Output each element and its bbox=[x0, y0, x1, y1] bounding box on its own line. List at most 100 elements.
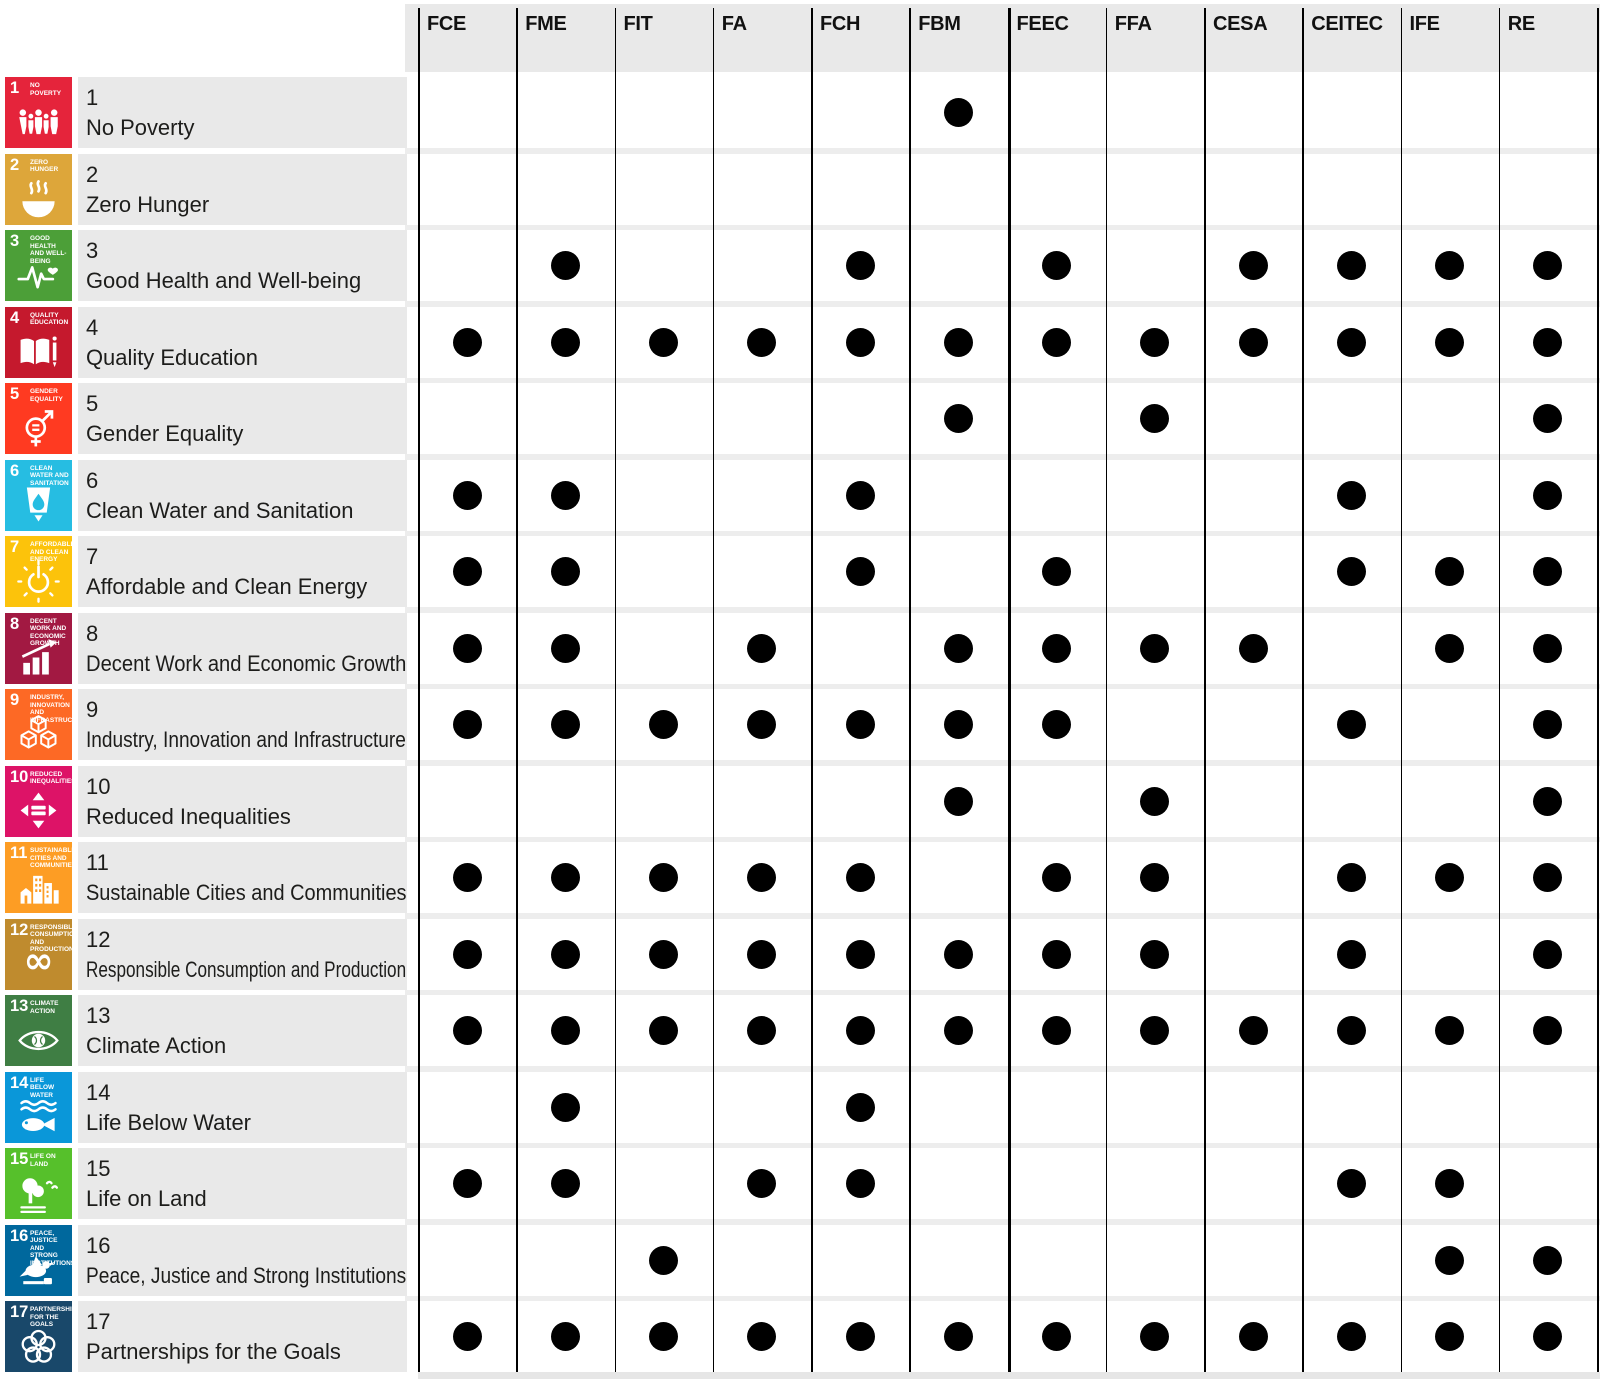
sdg-tile-5: 5 GENDER EQUALITY bbox=[5, 383, 72, 454]
dot-goal15-fch bbox=[845, 1169, 875, 1198]
sdg-tile-3: 3 GOOD HEALTH AND WELL-BEING bbox=[5, 230, 72, 301]
goal-number: 15 bbox=[86, 1156, 111, 1181]
goal-name: Industry, Innovation and Infrastructure bbox=[86, 727, 406, 752]
people-group-icon bbox=[5, 98, 72, 146]
dot-goal9-fit bbox=[649, 710, 679, 739]
gender-symbol-icon bbox=[5, 404, 72, 452]
column-divider bbox=[418, 8, 420, 1372]
goal-number: 10 bbox=[86, 773, 111, 799]
column-divider bbox=[1204, 8, 1206, 1372]
goal-number: 8 bbox=[86, 620, 99, 646]
dot-goal17-cesa bbox=[1238, 1322, 1268, 1351]
tile-number: 8 bbox=[10, 614, 20, 633]
dot-goal7-re bbox=[1533, 557, 1563, 586]
tile-number: 16 bbox=[10, 1226, 29, 1245]
dot-goal12-fa bbox=[747, 939, 777, 969]
row-separator bbox=[405, 913, 1600, 919]
tile-caption: REDUCED INEQUALITIES bbox=[30, 770, 76, 786]
column-header-fbm: FBM bbox=[918, 13, 961, 35]
dot-goal17-ife bbox=[1435, 1322, 1465, 1351]
dot-goal4-fce bbox=[452, 327, 482, 357]
goal-number: 9 bbox=[86, 697, 99, 722]
sdg-tile-8: 8 DECENT WORK AND ECONOMIC GROWTH bbox=[5, 612, 72, 684]
dot-goal13-cesa bbox=[1238, 1016, 1268, 1045]
goal-name: Quality Education bbox=[86, 344, 258, 370]
sdg-tile-14: 14 LIFE BELOW WATER bbox=[5, 1071, 72, 1143]
goal-name: Responsible Consumption and Production bbox=[86, 956, 407, 982]
dot-goal4-cesa bbox=[1238, 327, 1268, 357]
column-divider bbox=[1400, 8, 1403, 1372]
goal-number: 12 bbox=[86, 926, 111, 952]
goal-name: Clean Water and Sanitation bbox=[86, 497, 354, 523]
row-label-1: 1 No Poverty bbox=[78, 77, 407, 148]
dot-goal9-re bbox=[1533, 710, 1563, 739]
column-header-fch: FCH bbox=[820, 13, 861, 35]
dot-goal13-fme bbox=[550, 1016, 580, 1045]
row-separator bbox=[405, 301, 1600, 307]
goal-name: Gender Equality bbox=[86, 421, 244, 446]
dot-goal13-fit bbox=[649, 1016, 679, 1045]
dot-goal13-fbm bbox=[943, 1016, 973, 1045]
goal-name: Peace, Justice and Strong Institutions bbox=[86, 1262, 407, 1288]
row-label-6: 6 Clean Water and Sanitation bbox=[78, 459, 407, 531]
dot-goal9-fch bbox=[845, 710, 875, 739]
goal-number: 6 bbox=[86, 467, 99, 493]
column-divider bbox=[712, 8, 715, 1372]
dot-goal12-ceitec bbox=[1336, 939, 1366, 969]
tile-number: 2 bbox=[10, 155, 20, 174]
tile-caption: AFFORDABLE AND CLEAN ENERGY bbox=[30, 541, 75, 564]
row-label-14: 14 Life Below Water bbox=[78, 1071, 407, 1143]
infinity-icon: ∞ bbox=[5, 940, 72, 988]
dot-goal8-re bbox=[1533, 633, 1563, 663]
dot-goal4-fch bbox=[845, 327, 875, 357]
dot-goal8-feec bbox=[1042, 633, 1072, 663]
dot-goal6-fme bbox=[550, 480, 580, 510]
dot-goal12-feec bbox=[1042, 939, 1072, 969]
dot-goal14-fch bbox=[845, 1092, 875, 1122]
row-label-12: 12 Responsible Consumption and Production bbox=[78, 918, 407, 990]
open-book-icon bbox=[5, 328, 72, 376]
row-label-15: 15 Life on Land bbox=[78, 1148, 407, 1219]
dot-goal8-fbm bbox=[943, 633, 973, 663]
dot-goal13-feec bbox=[1042, 1016, 1072, 1045]
dot-goal8-fme bbox=[550, 633, 580, 663]
dot-goal17-fbm bbox=[943, 1322, 973, 1351]
row-label-7: 7 Affordable and Clean Energy bbox=[78, 536, 407, 607]
sun-power-icon bbox=[5, 557, 72, 605]
goal-name: Climate Action bbox=[86, 1033, 227, 1058]
dot-goal6-re bbox=[1533, 480, 1563, 510]
dot-goal11-fch bbox=[845, 863, 875, 892]
row-label-8: 8 Decent Work and Economic Growth bbox=[78, 612, 407, 684]
dot-goal14-fme bbox=[550, 1092, 580, 1122]
sdg-tile-6: 6 CLEAN WATER AND SANITATION bbox=[5, 459, 72, 531]
dot-goal4-fbm bbox=[943, 327, 973, 357]
dot-goal4-feec bbox=[1042, 327, 1072, 357]
tile-number: 15 bbox=[10, 1150, 29, 1168]
dot-goal17-fch bbox=[845, 1322, 875, 1351]
goal-number: 11 bbox=[86, 850, 109, 875]
water-glass-icon bbox=[5, 481, 72, 529]
dot-goal3-fch bbox=[845, 251, 875, 280]
dot-goal16-re bbox=[1533, 1245, 1563, 1275]
dot-goal11-fme bbox=[550, 863, 580, 892]
dot-goal17-re bbox=[1533, 1322, 1563, 1351]
dot-goal13-fa bbox=[747, 1016, 777, 1045]
tile-caption: LIFE ON LAND bbox=[30, 1153, 56, 1168]
tile-number: 6 bbox=[10, 461, 20, 480]
tile-number: 4 bbox=[10, 308, 20, 327]
dot-goal4-fa bbox=[747, 327, 777, 357]
column-header-ceitec: CEITEC bbox=[1311, 13, 1383, 35]
dot-goal11-re bbox=[1533, 863, 1563, 892]
dot-goal5-re bbox=[1533, 404, 1563, 433]
dot-goal7-ceitec bbox=[1336, 557, 1366, 586]
goal-name: Sustainable Cities and Communities bbox=[86, 880, 407, 905]
column-divider bbox=[909, 8, 911, 1372]
sdg-tile-17: 17 PARTNERSHIPS FOR THE GOALS bbox=[5, 1301, 80, 1372]
dot-goal8-fce bbox=[452, 633, 482, 663]
row-label-5: 5 Gender Equality bbox=[78, 383, 407, 454]
column-divider bbox=[1302, 8, 1304, 1372]
column-divider bbox=[516, 8, 518, 1372]
goal-number: 1 bbox=[86, 85, 99, 110]
dot-goal15-ceitec bbox=[1336, 1169, 1366, 1198]
row-separator bbox=[405, 836, 1600, 842]
